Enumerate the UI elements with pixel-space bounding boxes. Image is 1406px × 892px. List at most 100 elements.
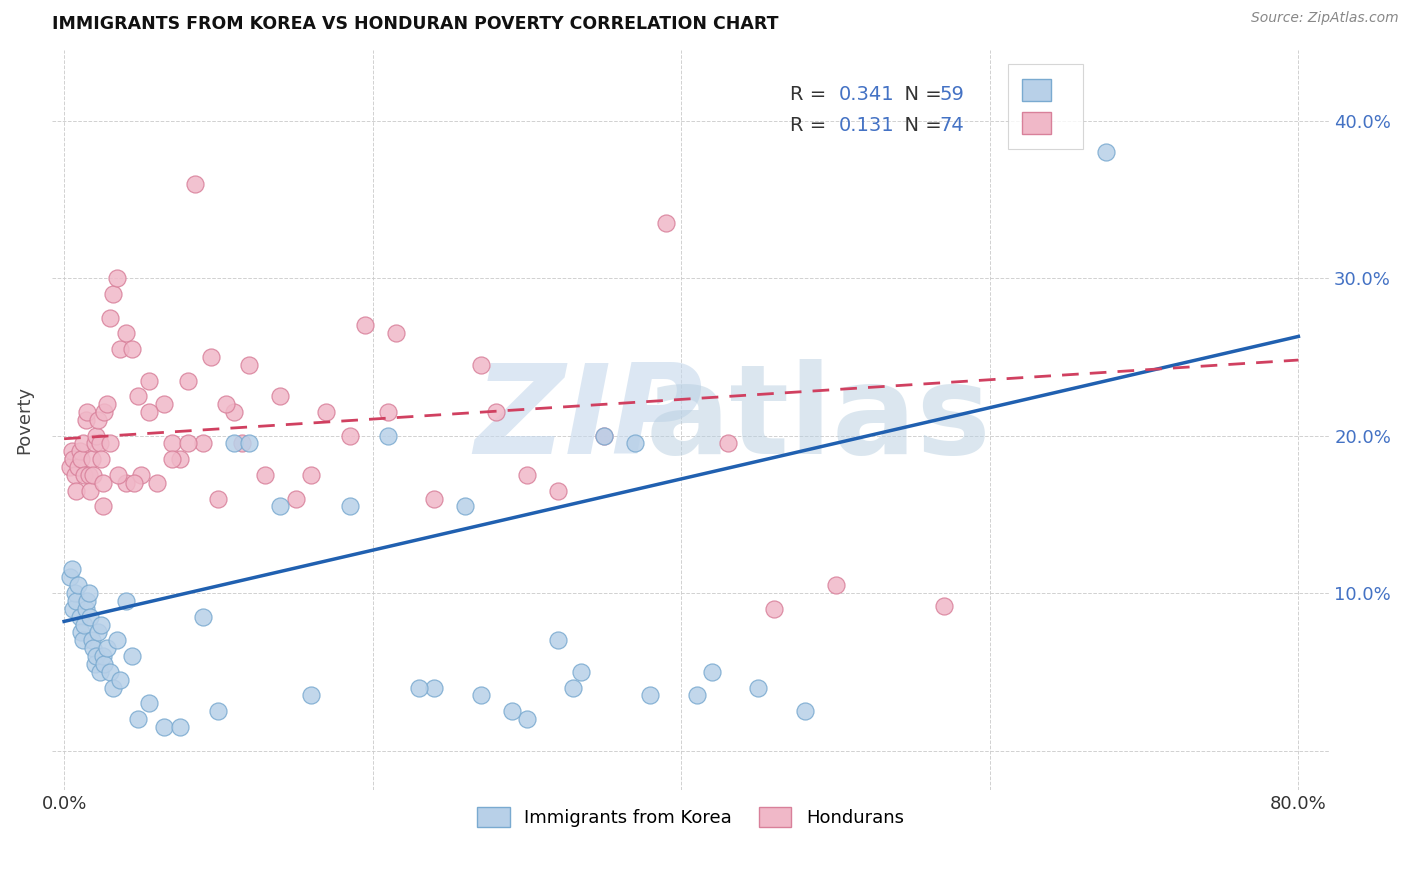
Point xyxy=(470,358,492,372)
Point xyxy=(79,483,101,498)
Point xyxy=(160,452,183,467)
Point xyxy=(269,500,291,514)
Point xyxy=(640,689,662,703)
Point xyxy=(169,720,191,734)
Text: Source: ZipAtlas.com: Source: ZipAtlas.com xyxy=(1251,11,1399,25)
Point xyxy=(60,562,83,576)
Point xyxy=(747,681,769,695)
Point xyxy=(72,436,94,450)
Point xyxy=(624,436,647,450)
Point xyxy=(655,216,678,230)
Point xyxy=(485,405,508,419)
Point xyxy=(184,177,207,191)
Point xyxy=(176,436,198,450)
Point xyxy=(191,609,214,624)
Point xyxy=(191,436,214,450)
Point xyxy=(423,491,446,506)
Point xyxy=(69,444,91,458)
Point xyxy=(103,681,125,695)
Point xyxy=(700,665,723,679)
Point xyxy=(238,436,260,450)
Point xyxy=(91,500,114,514)
Point xyxy=(408,681,430,695)
Point xyxy=(69,609,91,624)
Point xyxy=(762,602,785,616)
Point xyxy=(65,594,87,608)
Point xyxy=(793,704,815,718)
Point xyxy=(84,657,107,671)
Text: R =: R = xyxy=(790,116,832,135)
Point xyxy=(100,310,122,325)
Point xyxy=(87,625,110,640)
Point xyxy=(86,428,108,442)
Point xyxy=(76,594,98,608)
Point xyxy=(77,467,100,482)
Point xyxy=(60,444,83,458)
Point xyxy=(269,389,291,403)
Point xyxy=(96,397,118,411)
Point xyxy=(108,673,131,687)
Point xyxy=(65,483,87,498)
Point xyxy=(593,428,616,442)
Point xyxy=(593,428,616,442)
Legend: Immigrants from Korea, Hondurans: Immigrants from Korea, Hondurans xyxy=(468,798,912,837)
Point xyxy=(77,586,100,600)
Point xyxy=(80,633,103,648)
Point xyxy=(96,641,118,656)
Point xyxy=(89,436,111,450)
Point xyxy=(82,641,104,656)
Point xyxy=(75,413,97,427)
Point xyxy=(59,460,82,475)
Point xyxy=(215,397,238,411)
Point xyxy=(207,491,229,506)
Point xyxy=(76,405,98,419)
Point xyxy=(127,712,149,726)
Point xyxy=(121,649,143,664)
Point xyxy=(127,389,149,403)
Point xyxy=(238,358,260,372)
Point xyxy=(62,452,84,467)
Point xyxy=(354,318,377,333)
Point xyxy=(90,452,112,467)
Point xyxy=(89,665,111,679)
Point xyxy=(121,342,143,356)
Point xyxy=(80,452,103,467)
Point xyxy=(66,460,89,475)
Point xyxy=(114,594,136,608)
Point xyxy=(63,586,86,600)
Point xyxy=(114,326,136,341)
Text: N =: N = xyxy=(893,116,949,135)
Point xyxy=(129,467,152,482)
Point xyxy=(547,633,569,648)
Point xyxy=(516,712,538,726)
Point xyxy=(569,665,592,679)
Point xyxy=(686,689,709,703)
Point xyxy=(70,452,93,467)
Point xyxy=(315,405,337,419)
Point xyxy=(75,602,97,616)
Point xyxy=(100,436,122,450)
Point xyxy=(470,689,492,703)
Point xyxy=(70,625,93,640)
Point xyxy=(176,374,198,388)
Point xyxy=(105,271,128,285)
Point xyxy=(66,578,89,592)
Point xyxy=(84,436,107,450)
Text: R =: R = xyxy=(790,85,832,103)
Point xyxy=(160,436,183,450)
Text: IMMIGRANTS FROM KOREA VS HONDURAN POVERTY CORRELATION CHART: IMMIGRANTS FROM KOREA VS HONDURAN POVERT… xyxy=(52,15,779,33)
Text: N =: N = xyxy=(893,85,949,103)
Point xyxy=(299,689,322,703)
Text: 74: 74 xyxy=(939,116,965,135)
Point xyxy=(100,665,122,679)
Text: 59: 59 xyxy=(939,85,965,103)
Point xyxy=(377,428,399,442)
Text: ZIP: ZIP xyxy=(474,359,703,481)
Point xyxy=(62,602,84,616)
Point xyxy=(231,436,253,450)
Point xyxy=(90,617,112,632)
Point xyxy=(63,467,86,482)
Point xyxy=(200,350,222,364)
Point xyxy=(222,436,245,450)
Point xyxy=(716,436,738,450)
